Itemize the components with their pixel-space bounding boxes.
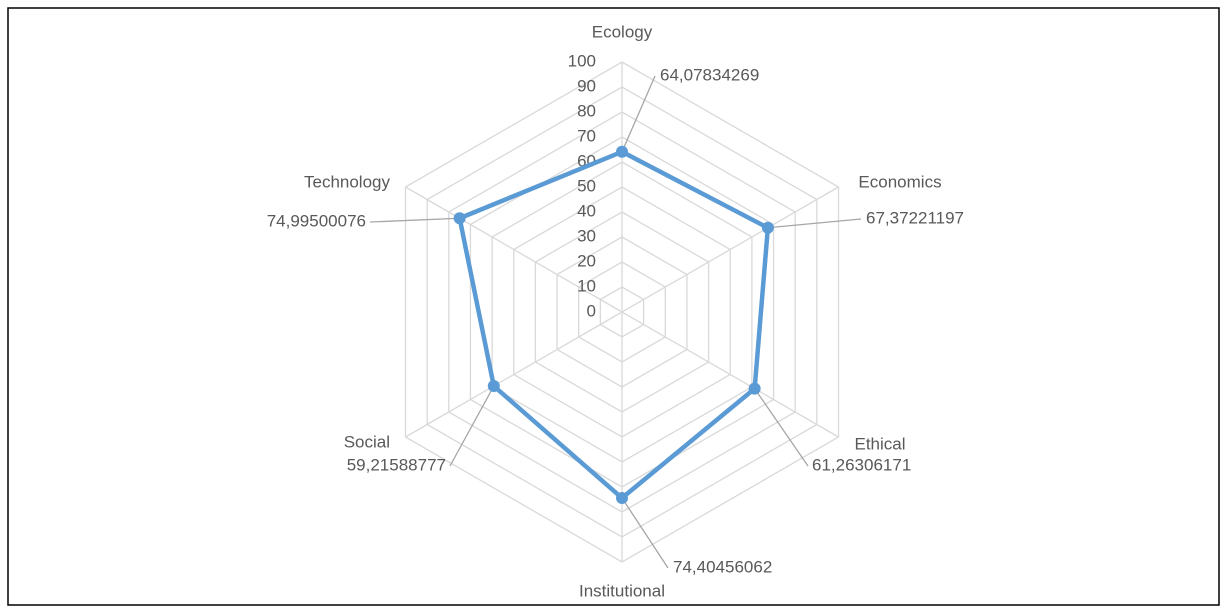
leader-line (754, 388, 809, 467)
axis-spoke (621, 186, 839, 313)
data-point (487, 380, 500, 393)
r-tick-label: 20 (577, 251, 596, 270)
data-label: 67,37221197 (866, 208, 964, 227)
r-tick-label: 100 (568, 51, 596, 70)
axis-spoke (405, 186, 623, 313)
leader-line (621, 75, 656, 153)
r-tick-label: 0 (587, 301, 596, 320)
r-tick-label: 70 (577, 126, 596, 145)
r-tick-label: 40 (577, 201, 596, 220)
r-tick-label: 80 (577, 101, 596, 120)
category-label: Ethical (854, 434, 905, 453)
leader-line (767, 218, 862, 229)
data-label: 74,40456062 (673, 557, 772, 576)
category-label: Economics (858, 172, 941, 191)
leader-line (449, 385, 495, 467)
data-point (761, 221, 774, 234)
data-point (616, 145, 628, 158)
leader-line (369, 217, 460, 223)
r-tick-label: 30 (577, 226, 596, 245)
data-point (453, 212, 466, 225)
category-label: Technology (304, 172, 391, 191)
data-label: 74,99500076 (267, 211, 366, 230)
data-label: 61,26306171 (812, 455, 911, 474)
r-tick-label: 90 (577, 76, 596, 95)
leader-line (621, 497, 669, 569)
data-label: 64,07834269 (660, 65, 759, 84)
r-tick-label: 10 (577, 276, 596, 295)
data-point (748, 382, 761, 395)
category-label: Institutional (579, 581, 665, 600)
axis-spoke (405, 311, 623, 438)
data-label: 59,21588777 (347, 455, 446, 474)
data-point (616, 492, 628, 505)
category-label: Social (344, 432, 390, 451)
axis-spoke (621, 311, 839, 438)
r-tick-label: 50 (577, 176, 596, 195)
category-label: Ecology (592, 22, 653, 41)
